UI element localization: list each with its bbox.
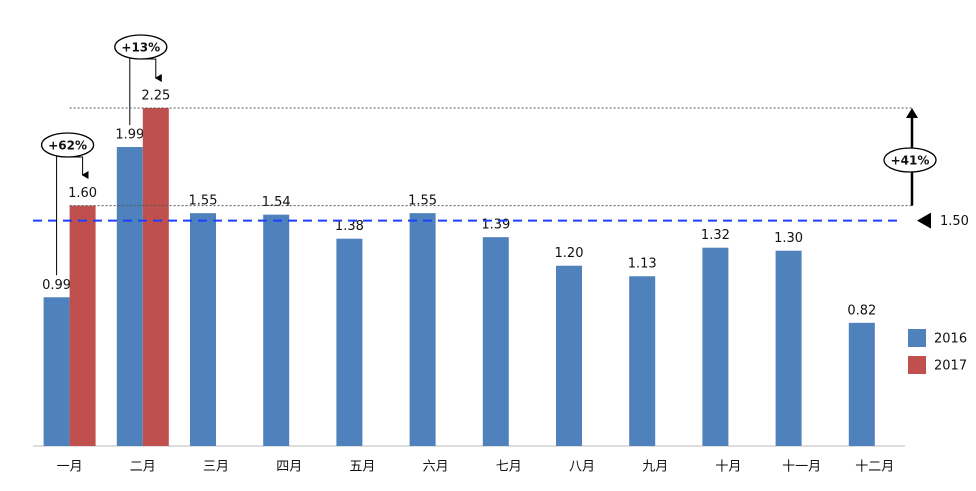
annotation-arrow: [68, 156, 89, 179]
arrow-head: [906, 108, 918, 118]
x-tick-label: 十一月: [782, 460, 821, 475]
bar: [556, 265, 582, 446]
annotation-oval: [114, 34, 168, 60]
value-label: 0.99: [42, 278, 71, 293]
x-tick-label: 三月: [203, 460, 229, 475]
annotation-arrow: [141, 58, 162, 82]
bar: [263, 214, 290, 446]
x-tick-label: 二月: [130, 460, 156, 475]
bar: [848, 322, 875, 446]
value-label: 1.32: [701, 228, 730, 243]
value-label: 1.99: [115, 128, 144, 143]
legend-label: 2017: [934, 359, 967, 374]
bar: [409, 213, 436, 446]
x-tick-label: 六月: [423, 460, 449, 475]
bar: [629, 276, 656, 446]
x-tick-label: 五月: [349, 460, 375, 475]
x-tick-label: 七月: [496, 460, 522, 475]
bar: [775, 250, 802, 446]
value-label: 1.13: [628, 257, 657, 272]
value-label: 1.30: [774, 231, 803, 246]
bar: [116, 147, 143, 446]
annotation-oval: [883, 147, 937, 173]
bar: [43, 297, 70, 446]
reference-marker: [917, 212, 931, 229]
bar: [702, 247, 729, 446]
legend-label: 2016: [934, 332, 967, 347]
value-label: 1.60: [68, 186, 97, 201]
value-label: 1.55: [189, 194, 218, 209]
bar: [69, 205, 96, 446]
value-label: 1.20: [555, 246, 584, 261]
x-tick-label: 八月: [569, 460, 595, 475]
x-tick-label: 十二月: [855, 460, 894, 475]
value-label: 1.55: [408, 194, 437, 209]
x-tick-label: 四月: [276, 460, 302, 475]
annotation: +62%: [48, 139, 87, 153]
reference-label: 1.50: [940, 214, 969, 229]
annotation: +41%: [891, 154, 930, 168]
value-label: 1.38: [335, 219, 364, 234]
legend-swatch: [908, 329, 926, 347]
value-label: 1.54: [262, 195, 291, 210]
bar: [482, 237, 509, 446]
legend-swatch: [908, 356, 926, 374]
x-tick-label: 九月: [642, 460, 668, 475]
x-tick-label: 十月: [715, 460, 741, 475]
value-label: 0.82: [847, 303, 876, 318]
annotation: +13%: [121, 41, 160, 55]
bar: [336, 238, 363, 446]
value-label: 2.25: [141, 89, 170, 104]
annotation-oval: [40, 132, 95, 158]
bar: [142, 108, 169, 446]
bar: [190, 213, 216, 446]
x-tick-label: 一月: [57, 460, 83, 475]
